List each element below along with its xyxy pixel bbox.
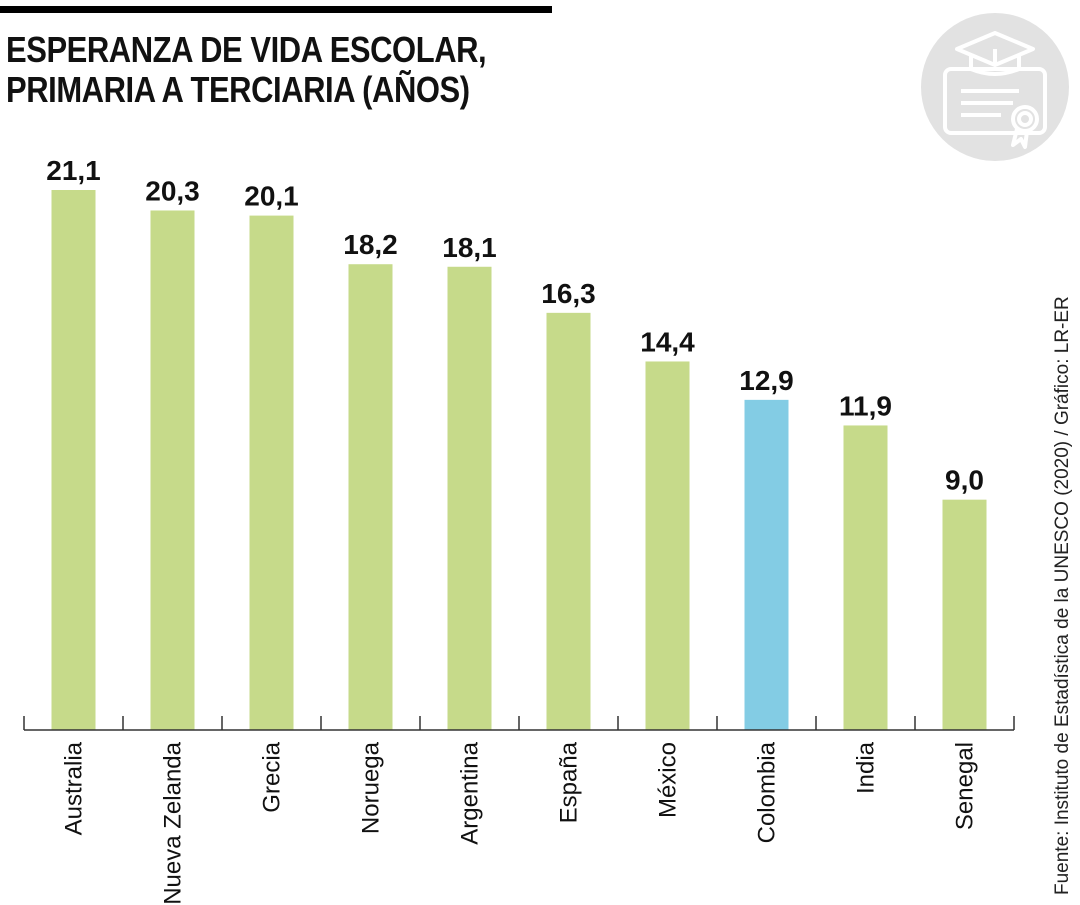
top-rule (0, 6, 552, 13)
bar-espana (546, 312, 591, 730)
value-label-grecia: 20,1 (244, 181, 299, 212)
chart-title-line-2: PRIMARIA A TERCIARIA (AÑOS) (6, 69, 470, 110)
bar-australia (51, 190, 96, 730)
value-labels-group: 21,1 20,3 20,1 18,2 18,1 16,3 14,4 12,9 11,9 9,0 (46, 155, 984, 496)
bar-grecia (249, 215, 294, 731)
bar-india (843, 425, 888, 730)
category-label-noruega: Noruega (358, 741, 385, 834)
bar-chart: 21,120,3 20,118,2 18,116,314,412,911,99,0 … (23, 155, 1015, 905)
value-label-australia: 21,1 (46, 155, 101, 186)
bars-group (51, 190, 987, 731)
x-axis (23, 716, 1015, 731)
source-note: Fuente: Instituto de Estadística de la U… (1052, 296, 1073, 895)
category-label-espana: España (556, 741, 583, 823)
value-label-senegal: 9,0 (945, 465, 984, 496)
category-label-grecia: Grecia (259, 741, 286, 812)
value-label-nueva-zelanda: 20,3 (145, 175, 200, 206)
bar-mexico (645, 361, 690, 730)
value-label-espana: 16,3 (541, 278, 596, 309)
bar-noruega (348, 264, 393, 730)
value-label-india: 11,9 (839, 390, 892, 421)
category-labels-group: Australia Nueva Zelanda Grecia Noruega Argen… (61, 741, 979, 904)
bar-nueva-zelanda (150, 210, 195, 730)
category-label-argentina: Argentina (457, 741, 484, 844)
category-label-india: India (853, 741, 880, 794)
category-label-senegal: Senegal (952, 742, 979, 830)
bar-senegal (942, 499, 987, 730)
value-label-mexico: 14,4 (640, 326, 695, 357)
chart-title-line-1: ESPERANZA DE VIDA ESCOLAR, (6, 29, 487, 70)
value-label-colombia: 12,9 (739, 365, 794, 396)
category-label-nueva-zelanda: Nueva Zelanda (160, 741, 187, 904)
chart-title: ESPERANZA DE VIDA ESCOLAR, PRIMARIA A TE… (6, 30, 522, 110)
bar-colombia (744, 399, 789, 730)
diploma-graduation-cap-icon (921, 13, 1069, 161)
bar-argentina (447, 266, 492, 730)
category-label-mexico: México (655, 742, 682, 818)
category-label-australia: Australia (61, 741, 88, 835)
category-label-colombia: Colombia (754, 741, 781, 843)
value-label-argentina: 18,1 (442, 232, 497, 263)
value-label-noruega: 18,2 (343, 229, 398, 260)
